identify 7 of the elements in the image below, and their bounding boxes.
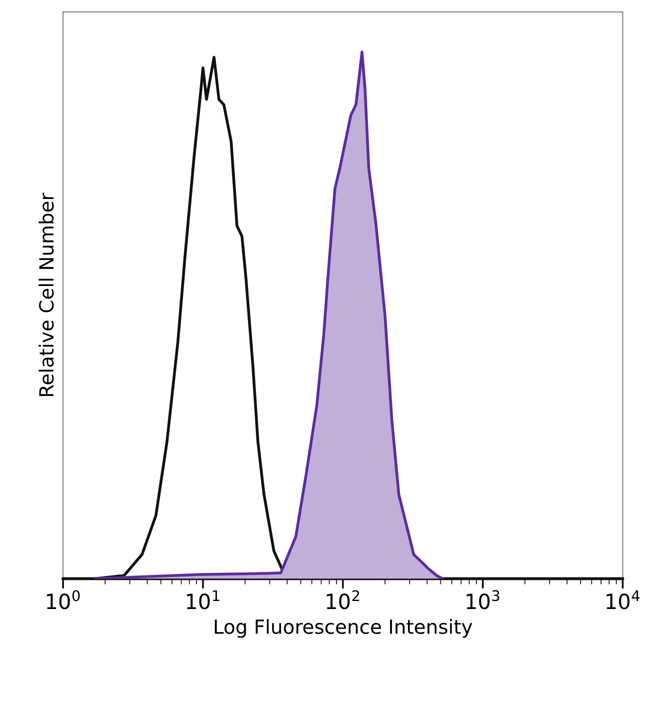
x-tick-label: 10$^{3}$ (466, 590, 500, 610)
x-tick-label: 10$^{0}$ (47, 590, 80, 610)
x-tick-label: 10$^{4}$ (606, 590, 640, 610)
x-tick-label: 10$^{2}$ (326, 590, 360, 610)
y-axis-title: Relative Cell Number (38, 192, 54, 396)
x-tick-label: 10$^{1}$ (186, 590, 220, 610)
x-axis-title: Log Fluorescence Intensity (214, 618, 472, 638)
